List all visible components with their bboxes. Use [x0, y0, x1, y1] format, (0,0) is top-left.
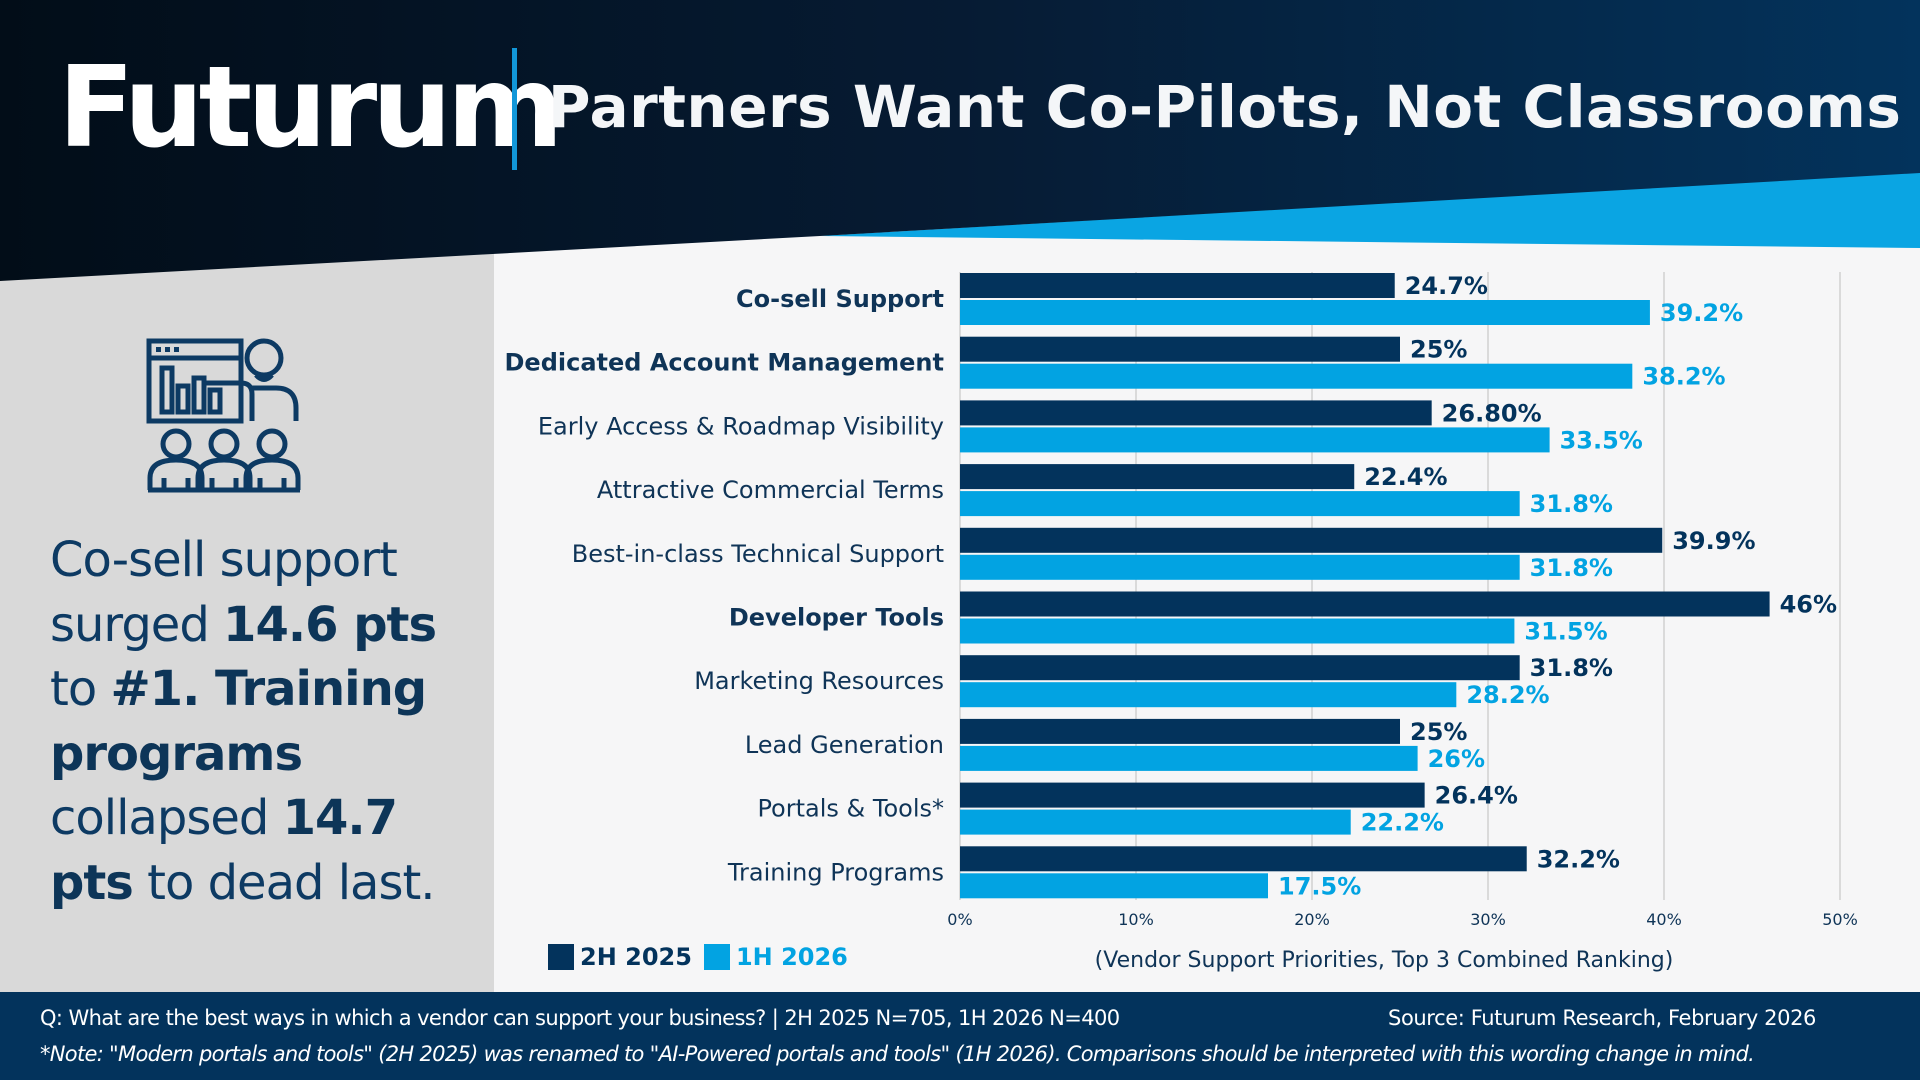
bar-2h-2025	[960, 273, 1395, 298]
bar-1h-2026	[960, 554, 1520, 580]
bar-1h-2026	[960, 427, 1550, 453]
presentation-audience-icon	[146, 338, 301, 493]
page-title: Partners Want Co-Pilots, Not Classrooms	[548, 73, 1902, 141]
data-label: 25%	[1410, 336, 1467, 364]
summary-fragment: Co-sell support surged	[50, 532, 398, 653]
bar-2h-2025	[960, 782, 1425, 808]
bar-2h-2025	[960, 591, 1770, 617]
summary-highlight: #1. Training programs	[50, 661, 427, 782]
data-label: 26.4%	[1435, 782, 1518, 810]
legend-swatch-2h-2025	[548, 944, 574, 970]
category-label: Lead Generation	[745, 731, 944, 759]
category-label: Early Access & Roadmap Visibility	[538, 412, 944, 440]
bar-1h-2026	[960, 809, 1351, 835]
category-label: Dedicated Account Management	[505, 349, 945, 377]
bar-2h-2025	[960, 400, 1432, 426]
x-tick-label: 30%	[1470, 910, 1506, 929]
data-label: 39.9%	[1672, 527, 1755, 555]
bar-chart: 0% 10% 20% 30% 40% 50% Co-sell Support 24.7% 39.…	[505, 272, 1858, 973]
survey-question: Q: What are the best ways in which a ven…	[40, 1006, 1120, 1030]
bar-1h-2026	[960, 682, 1457, 708]
data-label: 26.80%	[1442, 399, 1542, 427]
bar-2h-2025	[960, 718, 1400, 744]
data-label: 31.8%	[1530, 554, 1613, 582]
data-label: 46%	[1780, 591, 1837, 619]
source-citation: Source: Futurum Research, February 2026	[1388, 1006, 1816, 1030]
summary-fragment: collapsed	[50, 790, 283, 846]
x-tick-label: 0%	[947, 910, 972, 929]
category-label: Best-in-class Technical Support	[572, 540, 944, 568]
data-label: 32.2%	[1537, 845, 1620, 873]
bar-2h-2025	[960, 464, 1355, 490]
bar-2h-2025	[960, 655, 1520, 681]
bar-1h-2026	[960, 491, 1520, 517]
data-label: 31.8%	[1530, 490, 1613, 518]
data-label: 31.8%	[1530, 654, 1613, 682]
bar-1h-2026	[960, 745, 1418, 771]
summary-highlight: 14.6 pts	[223, 596, 437, 653]
x-tick-label: 40%	[1646, 910, 1682, 929]
category-label: Developer Tools	[729, 604, 944, 632]
summary-highlight: 14.7 pts	[50, 790, 398, 911]
bar-2h-2025	[960, 527, 1663, 553]
data-label: 17.5%	[1278, 872, 1361, 900]
header-background	[0, 0, 1920, 281]
footer: Q: What are the best ways in which a ven…	[0, 992, 1920, 1080]
title-divider	[512, 48, 517, 170]
chart-legend: 2H 2025 1H 2026	[548, 943, 848, 971]
bar-2h-2025	[960, 336, 1400, 362]
summary-fragment: to	[50, 661, 111, 717]
summary-fragment: to dead last.	[132, 854, 435, 911]
category-label: Training Programs	[727, 858, 944, 886]
legend-item-2h-2025: 2H 2025	[548, 943, 692, 971]
data-label: 38.2%	[1642, 363, 1725, 391]
legend-label-2h-2025: 2H 2025	[580, 943, 692, 971]
data-label: 26%	[1428, 745, 1485, 773]
summary-text: Co-sell support surged 14.6 pts to #1. T…	[50, 528, 480, 915]
bar-1h-2026	[960, 363, 1633, 389]
futurum-logo: Futurum	[58, 43, 564, 173]
data-label: 24.7%	[1405, 272, 1488, 300]
x-tick-label: 50%	[1822, 910, 1858, 929]
category-label: Co-sell Support	[736, 285, 944, 313]
bar-1h-2026	[960, 618, 1515, 644]
bar-1h-2026	[960, 300, 1650, 325]
header-accent-band	[820, 172, 1920, 248]
category-label: Attractive Commercial Terms	[597, 476, 944, 504]
x-tick-label: 10%	[1118, 910, 1154, 929]
legend-label-1h-2026: 1H 2026	[735, 943, 848, 971]
x-tick-label: 20%	[1294, 910, 1330, 929]
data-label: 31.5%	[1524, 618, 1607, 646]
data-label: 22.2%	[1361, 809, 1444, 837]
data-label: 22.4%	[1364, 463, 1447, 491]
category-label: Portals & Tools*	[757, 795, 944, 823]
data-label: 39.2%	[1660, 299, 1743, 327]
footnote: *Note: "Modern portals and tools" (2H 20…	[40, 1042, 1755, 1066]
x-axis-title: (Vendor Support Priorities, Top 3 Combin…	[1095, 948, 1674, 973]
data-label: 33.5%	[1560, 426, 1643, 454]
data-label: 28.2%	[1466, 681, 1549, 709]
data-label: 25%	[1410, 718, 1467, 746]
legend-swatch-1h-2026	[703, 944, 730, 970]
bar-1h-2026	[960, 873, 1268, 899]
category-label: Marketing Resources	[694, 667, 944, 695]
legend-item-1h-2026: 1H 2026	[703, 943, 848, 971]
bar-2h-2025	[960, 846, 1527, 872]
